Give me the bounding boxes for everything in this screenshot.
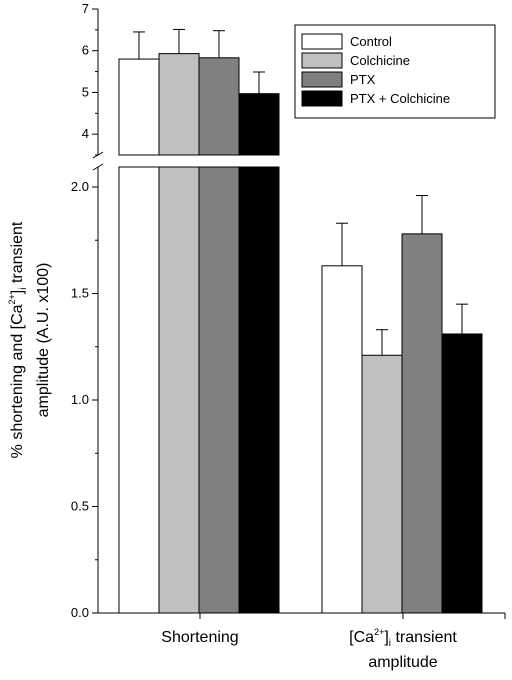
error-bar (336, 222, 348, 266)
legend-label: PTX (350, 72, 376, 87)
x-category-label-ca-line1: [Ca2+]i transient (349, 627, 457, 649)
bar-colchicine-0-upper (158, 53, 200, 156)
error-bar (376, 329, 388, 356)
x-category-label-ca-line2: amplitude (368, 654, 437, 671)
error-bar (173, 28, 185, 54)
error-bar (456, 303, 468, 334)
y-tick-label: 1.0 (71, 392, 89, 407)
y-tick-label: 5 (82, 84, 89, 99)
y-tick-label: 0.5 (71, 499, 89, 514)
error-bar (133, 31, 145, 60)
y-tick-label: 7 (82, 1, 89, 16)
bar-ptx-0-lower (198, 166, 240, 614)
legend-item-colchicine: Colchicine (301, 52, 410, 69)
bar-ptx-colchicine-0-upper (238, 93, 280, 156)
legend-swatch (301, 33, 343, 50)
legend-swatch (301, 71, 343, 88)
axis-break-mark (92, 163, 104, 171)
chart-marks (118, 28, 483, 614)
bar-ptx-colchicine-1 (441, 333, 483, 614)
bar-ptx-0-upper (198, 57, 240, 156)
y-tick-label: 4 (82, 126, 89, 141)
y-axis-title-line1: % shortening and [Ca2+]i transient (7, 221, 29, 458)
chart-labels: % shortening and [Ca2+]i transient amplit… (7, 221, 457, 671)
chart-legend: Control Colchicine PTX PTX + Colchicine (294, 24, 496, 119)
chart-axes: 0.0 0.5 1.0 1.5 2.0 4 5 6 7 (71, 1, 506, 620)
bar-control-1 (321, 265, 363, 614)
y-tick-label: 0.0 (71, 605, 89, 620)
bar-control-0-lower (118, 166, 160, 614)
legend-label: Control (350, 34, 392, 49)
legend-item-ptx: PTX (301, 71, 376, 88)
bar-ptx-colchicine-0-lower (238, 166, 280, 614)
error-bar (253, 71, 265, 94)
bar-control-0-upper (118, 58, 160, 156)
y-tick-label: 6 (82, 43, 89, 58)
legend-swatch (301, 90, 343, 107)
y-axis-title-line2: amplitude (A.U. x100) (35, 263, 52, 418)
y-tick-label: 1.5 (71, 286, 89, 301)
axis-break-gap (90, 156, 290, 166)
legend-item-ptx-colchicine: PTX + Colchicine (301, 90, 450, 107)
legend-swatch (301, 52, 343, 69)
x-category-label-shortening: Shortening (161, 629, 238, 646)
error-bar (213, 30, 225, 58)
legend-label: Colchicine (350, 53, 410, 68)
error-bar (416, 195, 428, 234)
bar-colchicine-0-lower (158, 166, 200, 614)
legend-label: PTX + Colchicine (350, 91, 450, 106)
y-tick-label: 2.0 (71, 179, 89, 194)
bar-colchicine-1 (361, 354, 403, 614)
legend-item-control: Control (301, 33, 392, 50)
bar-ptx-1 (401, 233, 443, 614)
